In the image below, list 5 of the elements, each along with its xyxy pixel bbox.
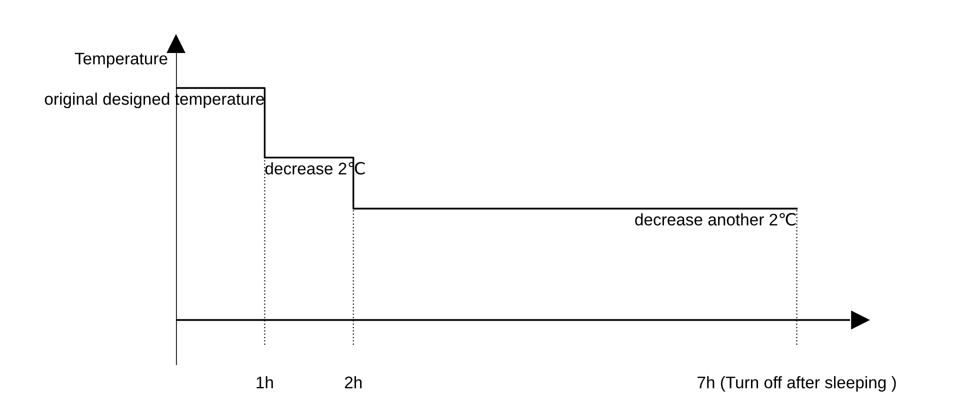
x-tick-label: 7h (Turn off after sleeping ) (698, 376, 896, 392)
x-tick-label: 1h (256, 376, 273, 388)
x-tick-label: 2h (344, 376, 362, 388)
y-axis-title: Temperature (74, 52, 168, 68)
annotation: decrease another 2℃ (635, 212, 796, 226)
